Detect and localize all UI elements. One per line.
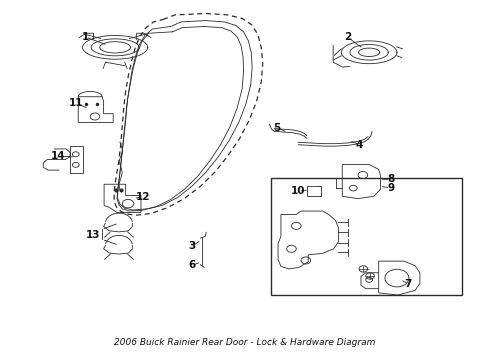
Text: 4: 4 bbox=[355, 140, 363, 150]
Bar bbox=[270, 177, 461, 294]
Text: 10: 10 bbox=[290, 186, 305, 196]
Text: 3: 3 bbox=[188, 241, 195, 251]
Text: 6: 6 bbox=[188, 260, 195, 270]
Bar bbox=[306, 186, 321, 195]
Text: 11: 11 bbox=[68, 98, 83, 108]
Text: 12: 12 bbox=[135, 192, 150, 202]
Text: 8: 8 bbox=[386, 174, 393, 184]
Text: 2: 2 bbox=[343, 32, 350, 42]
Text: 2006 Buick Rainier Rear Door - Lock & Hardware Diagram: 2006 Buick Rainier Rear Door - Lock & Ha… bbox=[114, 338, 374, 347]
Text: 1: 1 bbox=[81, 32, 89, 42]
Text: 9: 9 bbox=[386, 183, 393, 193]
Text: 5: 5 bbox=[273, 123, 280, 133]
Text: 13: 13 bbox=[86, 230, 101, 240]
Text: 14: 14 bbox=[51, 151, 66, 161]
Text: 7: 7 bbox=[404, 279, 411, 289]
